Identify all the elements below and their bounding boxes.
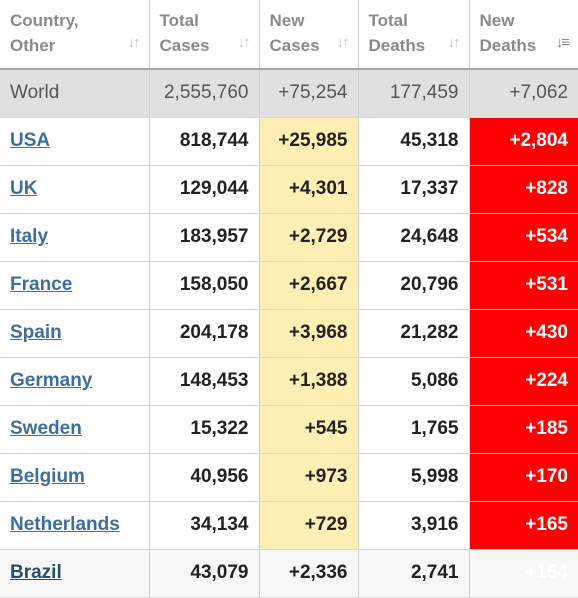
- new-deaths-cell: +154: [469, 549, 578, 598]
- country-link[interactable]: USA: [10, 130, 51, 151]
- header-total-deaths-line2: Deaths: [368, 36, 426, 55]
- total-cases-cell: 34,134: [149, 501, 260, 550]
- country-link[interactable]: UK: [10, 178, 38, 199]
- header-country[interactable]: Country, Other ↓↑: [0, 0, 150, 70]
- header-new-deaths-line2: Deaths: [479, 36, 537, 55]
- header-new-cases-line2: Cases: [269, 36, 320, 55]
- header-total-cases[interactable]: Total Cases ↓↑: [149, 0, 260, 70]
- total-cases-cell: 158,050: [149, 261, 260, 310]
- total-deaths-cell: 1,765: [358, 405, 470, 454]
- table-row: USA 818,744 +25,985 45,318 +2,804: [0, 117, 578, 166]
- table-row: UK 129,044 +4,301 17,337 +828: [0, 165, 578, 214]
- new-deaths-cell: +531: [469, 261, 578, 310]
- country-link[interactable]: Netherlands: [10, 514, 120, 535]
- country-cell: Sweden: [0, 405, 150, 454]
- total-cases-cell: 40,956: [149, 453, 260, 502]
- total-cases-cell: 148,453: [149, 357, 260, 406]
- total-cases-cell: 2,555,760: [149, 69, 260, 118]
- new-cases-cell: +25,985: [259, 117, 359, 166]
- total-deaths-cell: 177,459: [358, 69, 470, 118]
- new-cases-cell: +973: [259, 453, 359, 502]
- new-cases-cell: +729: [259, 501, 359, 550]
- new-deaths-cell: +534: [469, 213, 578, 262]
- new-cases-cell: +2,729: [259, 213, 359, 262]
- country-link[interactable]: France: [10, 274, 73, 295]
- country-cell: Italy: [0, 213, 150, 262]
- total-deaths-cell: 3,916: [358, 501, 470, 550]
- new-deaths-cell: +165: [469, 501, 578, 550]
- total-cases-cell: 129,044: [149, 165, 260, 214]
- country-cell: Brazil: [0, 549, 150, 598]
- sort-descending-icon[interactable]: ↓≡: [555, 34, 570, 51]
- country-cell: Spain: [0, 309, 150, 358]
- new-deaths-cell: +185: [469, 405, 578, 454]
- total-deaths-cell: 5,998: [358, 453, 470, 502]
- new-cases-cell: +75,254: [259, 69, 359, 118]
- header-total-deaths[interactable]: Total Deaths ↓↑: [358, 0, 470, 70]
- country-cell: UK: [0, 165, 150, 214]
- table-row: Germany 148,453 +1,388 5,086 +224: [0, 357, 578, 406]
- new-cases-cell: +2,667: [259, 261, 359, 310]
- country-cell: World: [0, 69, 150, 118]
- header-new-deaths[interactable]: New Deaths ↓≡: [469, 0, 578, 70]
- total-cases-cell: 204,178: [149, 309, 260, 358]
- table-row: Netherlands 34,134 +729 3,916 +165: [0, 501, 578, 550]
- header-row: Country, Other ↓↑ Total Cases ↓↑ New Cases …: [0, 0, 578, 70]
- header-new-cases[interactable]: New Cases ↓↑: [259, 0, 359, 70]
- table-row: Belgium 40,956 +973 5,998 +170: [0, 453, 578, 502]
- total-deaths-cell: 20,796: [358, 261, 470, 310]
- header-total-deaths-line1: Total: [368, 11, 408, 30]
- table-row: Brazil 43,079 +2,336 2,741 +154: [0, 549, 578, 598]
- header-new-cases-line1: New: [269, 11, 305, 30]
- header-country-line2: Other: [10, 36, 56, 55]
- total-deaths-cell: 2,741: [358, 549, 470, 598]
- new-deaths-cell: +2,804: [469, 117, 578, 166]
- total-cases-cell: 183,957: [149, 213, 260, 262]
- new-cases-cell: +3,968: [259, 309, 359, 358]
- country-link[interactable]: Italy: [10, 226, 49, 247]
- new-cases-cell: +2,336: [259, 549, 359, 598]
- new-deaths-cell: +170: [469, 453, 578, 502]
- sort-arrows-icon[interactable]: ↓↑: [127, 34, 141, 51]
- country-link[interactable]: Belgium: [10, 466, 85, 487]
- country-link[interactable]: Spain: [10, 322, 62, 343]
- country-cell: Germany: [0, 357, 150, 406]
- total-deaths-cell: 24,648: [358, 213, 470, 262]
- table-row: Spain 204,178 +3,968 21,282 +430: [0, 309, 578, 358]
- total-cases-cell: 15,322: [149, 405, 260, 454]
- country-cell: Netherlands: [0, 501, 150, 550]
- country-link[interactable]: Germany: [10, 370, 93, 391]
- world-row: World 2,555,760 +75,254 177,459 +7,062: [0, 69, 578, 118]
- sort-arrows-icon[interactable]: ↓↑: [447, 34, 461, 51]
- country-link[interactable]: Brazil: [10, 562, 62, 583]
- new-cases-cell: +545: [259, 405, 359, 454]
- country-link[interactable]: Sweden: [10, 418, 82, 439]
- new-deaths-cell: +224: [469, 357, 578, 406]
- new-cases-cell: +1,388: [259, 357, 359, 406]
- total-cases-cell: 818,744: [149, 117, 260, 166]
- country-cell: USA: [0, 117, 150, 166]
- country-cell: Belgium: [0, 453, 150, 502]
- total-cases-cell: 43,079: [149, 549, 260, 598]
- header-country-line1: Country,: [10, 11, 79, 30]
- new-deaths-cell: +7,062: [469, 69, 578, 118]
- header-total-cases-line1: Total: [159, 11, 199, 30]
- sort-arrows-icon[interactable]: ↓↑: [336, 34, 350, 51]
- table-row: Italy 183,957 +2,729 24,648 +534: [0, 213, 578, 262]
- table-row: Sweden 15,322 +545 1,765 +185: [0, 405, 578, 454]
- header-new-deaths-line1: New: [479, 11, 515, 30]
- new-cases-cell: +4,301: [259, 165, 359, 214]
- total-deaths-cell: 21,282: [358, 309, 470, 358]
- total-deaths-cell: 45,318: [358, 117, 470, 166]
- sort-arrows-icon[interactable]: ↓↑: [237, 34, 251, 51]
- country-cell: France: [0, 261, 150, 310]
- header-total-cases-line2: Cases: [159, 36, 210, 55]
- new-deaths-cell: +430: [469, 309, 578, 358]
- total-deaths-cell: 5,086: [358, 357, 470, 406]
- table-row: France 158,050 +2,667 20,796 +531: [0, 261, 578, 310]
- total-deaths-cell: 17,337: [358, 165, 470, 214]
- new-deaths-cell: +828: [469, 165, 578, 214]
